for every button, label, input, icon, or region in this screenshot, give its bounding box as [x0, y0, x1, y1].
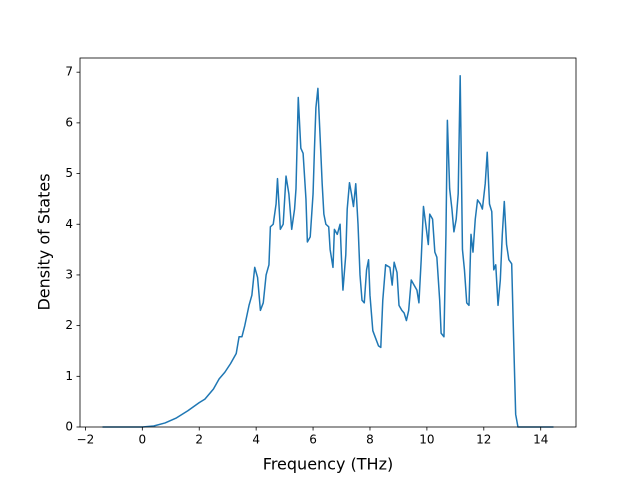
x-tick-label: 12: [476, 433, 491, 447]
x-tick-label: 4: [252, 433, 260, 447]
y-tick-label: 6: [65, 115, 73, 129]
y-tick-label: 4: [65, 217, 73, 231]
x-axis-label: Frequency (THz): [263, 455, 393, 474]
axes-frame: [79, 57, 577, 428]
data-line: [102, 74, 554, 428]
x-tick-label: −2: [77, 433, 95, 447]
x-tick-label: 10: [419, 433, 434, 447]
x-tick-label: 8: [366, 433, 374, 447]
y-tick-label: 3: [65, 267, 73, 281]
x-tick-label: 6: [309, 433, 317, 447]
x-tick-label: 14: [533, 433, 548, 447]
x-tick-label: 2: [195, 433, 203, 447]
y-tick-label: 5: [65, 166, 73, 180]
y-tick-label: 7: [65, 65, 73, 79]
y-tick-label: 1: [65, 369, 73, 383]
y-tick-label: 2: [65, 318, 73, 332]
x-tick-label: 0: [138, 433, 146, 447]
y-tick-label: 0: [65, 420, 73, 434]
y-axis-label: Density of States: [35, 173, 54, 310]
